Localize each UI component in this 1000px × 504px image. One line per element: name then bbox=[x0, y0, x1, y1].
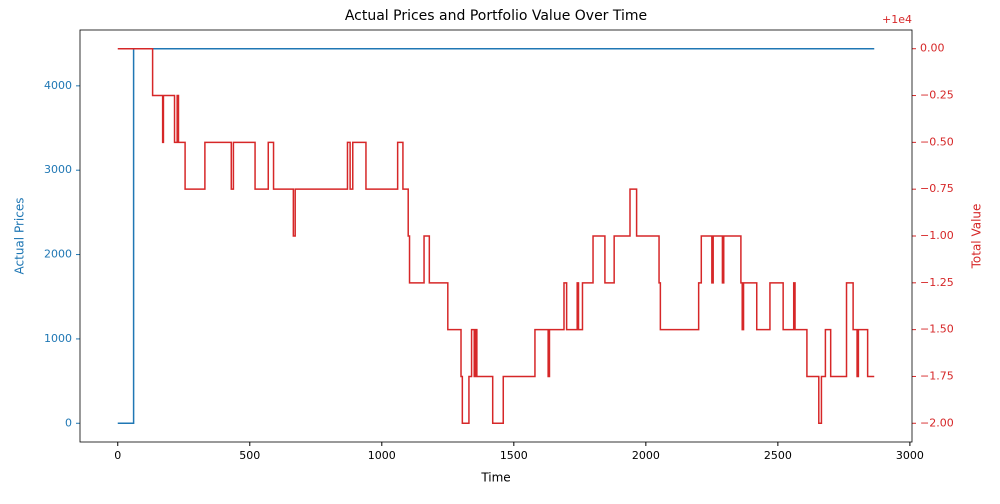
x-tick-label: 2000 bbox=[632, 449, 660, 462]
y2-tick-label: −1.25 bbox=[920, 276, 954, 289]
plot-frame bbox=[79, 29, 913, 443]
y-tick-label: 2000 bbox=[44, 248, 72, 261]
y-axis-label: Actual Prices bbox=[13, 198, 27, 275]
y-tick-label: 4000 bbox=[44, 79, 72, 92]
y2-tick-label: −2.00 bbox=[920, 416, 954, 429]
y2-tick-label: −0.75 bbox=[920, 182, 954, 195]
y2-tick-label: 0.00 bbox=[920, 42, 945, 55]
y2-tick-label: −1.75 bbox=[920, 369, 954, 382]
x-tick-label: 1500 bbox=[500, 449, 528, 462]
y2-tick-label: −0.50 bbox=[920, 135, 954, 148]
y-tick-label: 1000 bbox=[44, 332, 72, 345]
series-line bbox=[117, 47, 875, 425]
y2-tick-label: −1.50 bbox=[920, 323, 954, 336]
y2-axis-label: Total Value bbox=[970, 204, 984, 270]
y2-offset-label: +1e4 bbox=[882, 13, 912, 26]
y2-tick-label: −0.25 bbox=[920, 89, 954, 102]
x-tick-label: 2500 bbox=[764, 449, 792, 462]
series-line bbox=[117, 47, 875, 425]
y-tick-label: 0 bbox=[65, 416, 72, 429]
y-tick-label: 3000 bbox=[44, 163, 72, 176]
x-tick-label: 3000 bbox=[896, 449, 924, 462]
x-tick-label: 0 bbox=[114, 449, 121, 462]
chart-title: Actual Prices and Portfolio Value Over T… bbox=[345, 8, 647, 24]
x-axis-label: Time bbox=[480, 471, 510, 485]
x-tick-label: 500 bbox=[239, 449, 260, 462]
y2-tick-label: −1.00 bbox=[920, 229, 954, 242]
x-tick-label: 1000 bbox=[368, 449, 396, 462]
